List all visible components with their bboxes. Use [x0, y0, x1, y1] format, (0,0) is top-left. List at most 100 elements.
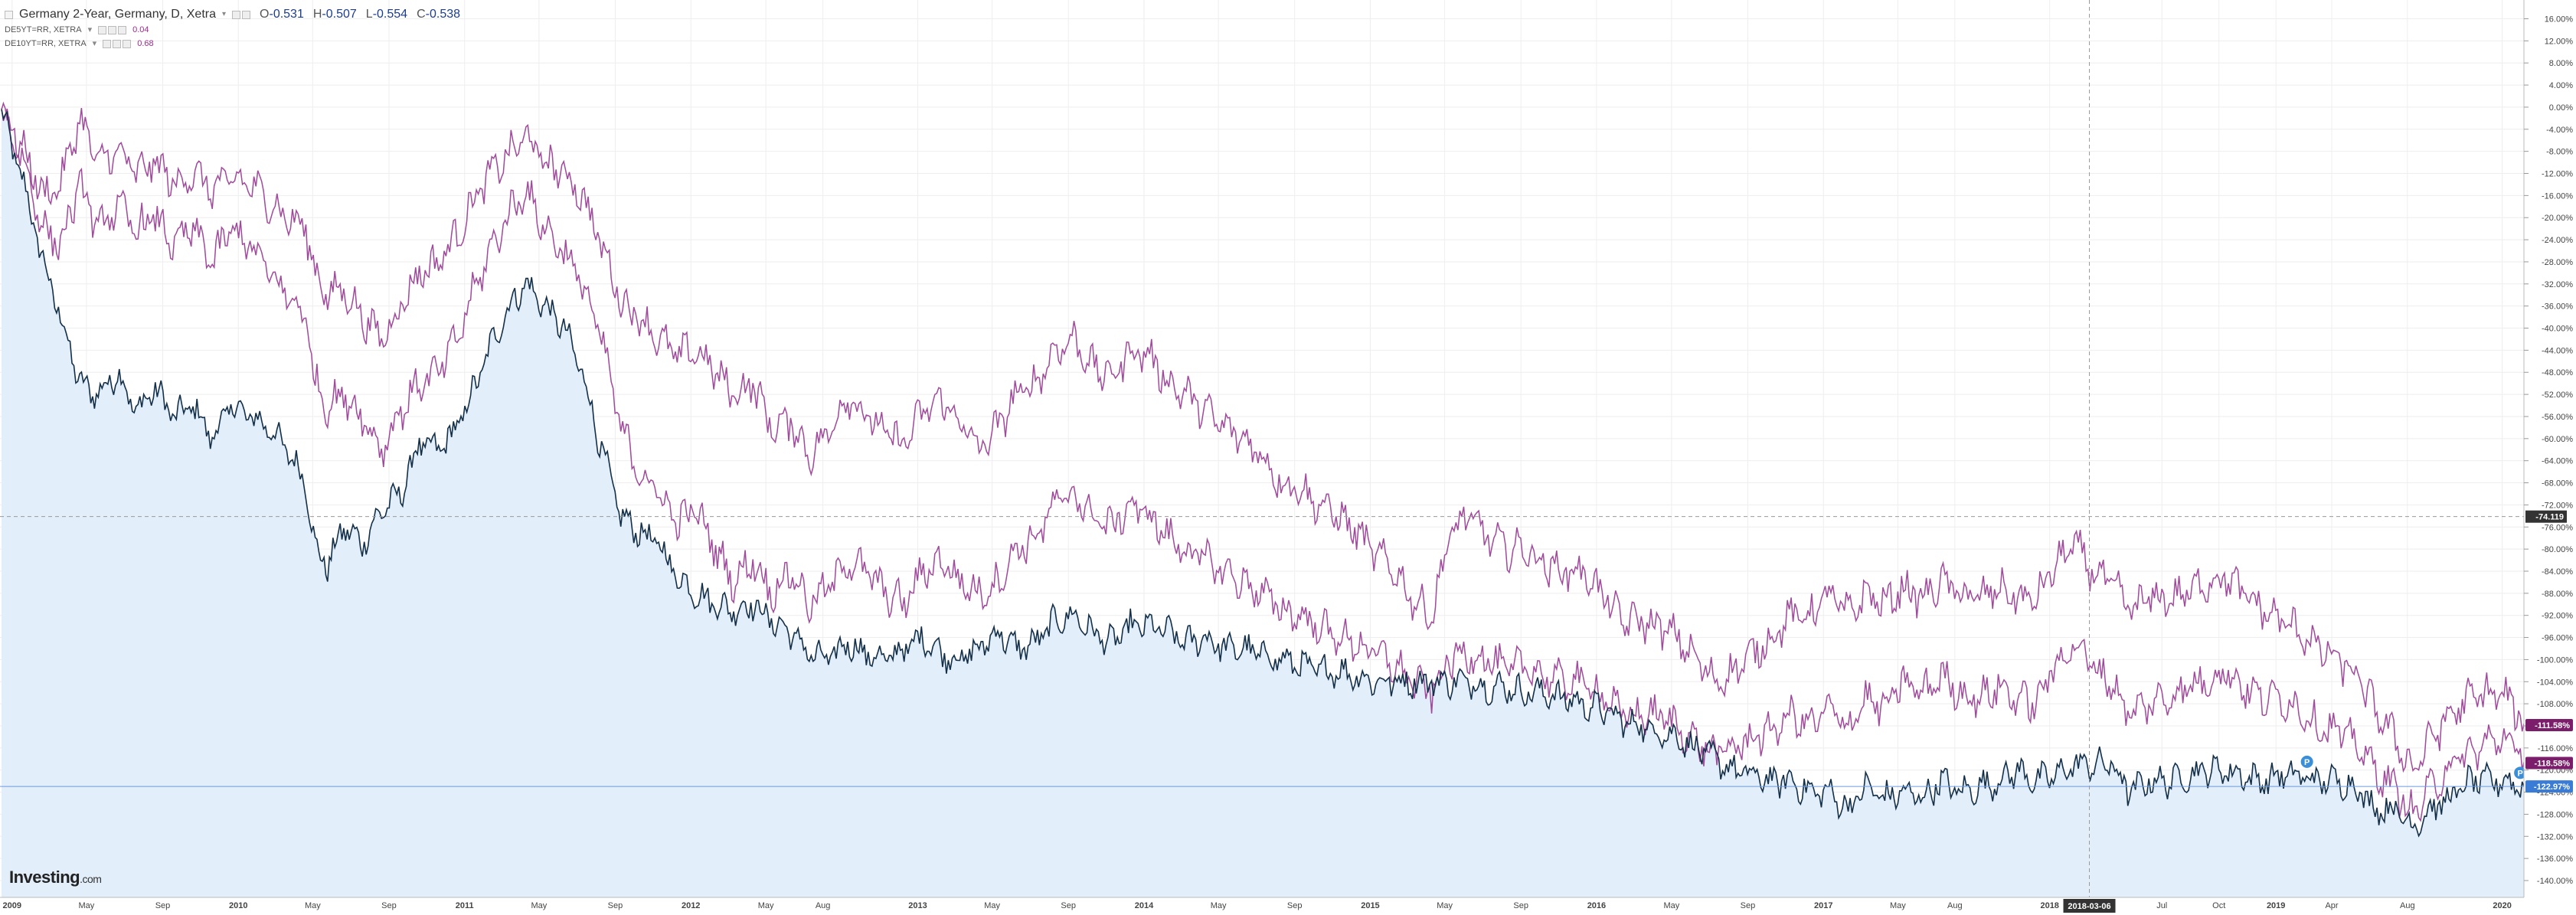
- y-tick-label: -104.00%: [2537, 678, 2573, 687]
- y-tick-label: -28.00%: [2542, 258, 2573, 267]
- x-tick-label: Aug: [1947, 901, 1963, 910]
- series-line-de10y[interactable]: [1, 101, 2525, 773]
- x-tick-label: 2013: [908, 901, 927, 910]
- chevron-down-icon[interactable]: ▾: [222, 10, 227, 18]
- y-tick-label: 12.00%: [2545, 37, 2574, 46]
- ohlc-l: L-0.554: [366, 8, 407, 21]
- y-tick-label: -84.00%: [2542, 567, 2573, 577]
- last-value-label-bg: [2525, 718, 2573, 731]
- x-tick-label: Sep: [381, 901, 397, 910]
- last-value-label: -111.58%: [2535, 721, 2570, 730]
- x-tick-label: May: [79, 901, 95, 910]
- y-tick-label: -32.00%: [2542, 280, 2573, 289]
- y-tick-label: -60.00%: [2542, 435, 2573, 444]
- ohlc-value: -0.554: [372, 8, 408, 21]
- legend-compare-row-1: DE5YT=RR, XETRA ▾ 0.04: [5, 23, 460, 37]
- x-tick-label: Sep: [1061, 901, 1076, 910]
- ohlc-values: O-0.531 H-0.507 L-0.554 C-0.538: [257, 6, 460, 23]
- gear-icon[interactable]: [242, 10, 251, 19]
- event-marker-icon[interactable]: [2514, 766, 2527, 779]
- ohlc-value: -0.538: [425, 8, 461, 21]
- legend-action-buttons[interactable]: [232, 10, 251, 19]
- y-tick-label: -128.00%: [2537, 810, 2573, 819]
- area-fill-main: [2, 109, 2524, 897]
- compare-value-de5y: 0.04: [132, 25, 149, 34]
- y-tick-label: 4.00%: [2549, 81, 2573, 90]
- y-tick-label: -80.00%: [2542, 545, 2573, 554]
- y-tick-label: -64.00%: [2542, 457, 2573, 466]
- x-tick-label: Sep: [1287, 901, 1303, 910]
- y-tick-label: -72.00%: [2542, 501, 2573, 510]
- event-marker-label[interactable]: P: [2304, 758, 2310, 767]
- y-tick-label: -16.00%: [2542, 191, 2573, 201]
- y-tick-label: -44.00%: [2542, 346, 2573, 355]
- eye-icon[interactable]: [103, 39, 112, 48]
- chevron-down-icon[interactable]: ▾: [87, 25, 93, 34]
- y-tick-label: 16.00%: [2545, 15, 2574, 25]
- last-value-label: -118.58%: [2535, 759, 2571, 768]
- ohlc-value: -0.531: [269, 8, 304, 21]
- x-axis-panel[interactable]: [0, 897, 2524, 915]
- y-tick-label: -20.00%: [2542, 214, 2573, 223]
- x-tick-label: Aug: [816, 901, 831, 910]
- y-tick-label: -24.00%: [2542, 236, 2573, 245]
- last-value-label-bg: [2525, 780, 2573, 793]
- compare-action-buttons-de10y[interactable]: [103, 39, 132, 48]
- series-line-germany-2y[interactable]: [1, 109, 2525, 838]
- investing-logo: Investing.com: [9, 868, 102, 887]
- x-tick-label: Sep: [1513, 901, 1528, 910]
- compare-name-de5y[interactable]: DE5YT=RR, XETRA: [5, 25, 82, 34]
- x-tick-label: 2020: [2493, 901, 2511, 910]
- x-tick-label: 2017: [1814, 901, 1832, 910]
- legend-main-row: Germany 2-Year, Germany, D, Xetra ▾ O-0.…: [5, 6, 460, 23]
- x-tick-label: 2019: [2267, 901, 2285, 910]
- ohlc-key: H: [312, 8, 322, 21]
- eye-icon[interactable]: [98, 25, 107, 34]
- close-icon[interactable]: [123, 39, 132, 48]
- crosshair-value-label-bg: [2525, 510, 2567, 523]
- last-value-label-bg: [2525, 757, 2573, 770]
- y-tick-label: -132.00%: [2537, 832, 2573, 841]
- ohlc-key: L: [365, 8, 373, 21]
- x-tick-label: Sep: [1741, 901, 1756, 910]
- legend-compare-row-2: DE10YT=RR, XETRA ▾ 0.68: [5, 37, 460, 51]
- last-value-label: -122.97%: [2534, 783, 2570, 792]
- ohlc-value: -0.507: [322, 8, 357, 21]
- y-tick-label: -88.00%: [2542, 590, 2573, 599]
- series-line-de5y[interactable]: [1, 108, 2525, 822]
- x-tick-label: 2010: [229, 901, 247, 910]
- y-tick-label: -56.00%: [2542, 413, 2573, 422]
- compare-name-de10y[interactable]: DE10YT=RR, XETRA: [5, 39, 87, 48]
- y-tick-label: -12.00%: [2542, 170, 2573, 179]
- y-tick-label: -96.00%: [2542, 634, 2573, 643]
- x-tick-label: May: [531, 901, 547, 910]
- x-tick-label: May: [758, 901, 774, 910]
- legend-main-title[interactable]: Germany 2-Year, Germany, D, Xetra: [19, 8, 216, 21]
- close-icon[interactable]: [118, 25, 127, 34]
- compare-action-buttons-de5y[interactable]: [98, 25, 127, 34]
- x-tick-label: Apr: [2325, 901, 2338, 910]
- x-tick-label: May: [1211, 901, 1227, 910]
- event-marker-icon[interactable]: [2300, 755, 2313, 768]
- x-tick-label: 2016: [1587, 901, 1606, 910]
- gear-icon[interactable]: [113, 39, 122, 48]
- event-marker-label[interactable]: P: [2517, 769, 2522, 778]
- x-tick-label: 2015: [1361, 901, 1379, 910]
- chevron-down-icon[interactable]: ▾: [92, 39, 97, 48]
- gear-icon[interactable]: [108, 25, 117, 34]
- x-tick-label: Jul: [2156, 901, 2167, 910]
- collapse-toggle-icon[interactable]: [5, 10, 13, 19]
- y-tick-label: -8.00%: [2546, 148, 2573, 157]
- x-tick-label: May: [984, 901, 1000, 910]
- y-tick-label: -4.00%: [2546, 126, 2573, 135]
- y-tick-label: 0.00%: [2549, 103, 2573, 113]
- x-tick-label: May: [305, 901, 321, 910]
- eye-icon[interactable]: [232, 10, 241, 19]
- x-tick-label: 2011: [456, 901, 474, 910]
- logo-suffix: .com: [80, 873, 102, 885]
- crosshair-value-label: -74.119: [2535, 513, 2564, 522]
- y-tick-label: -140.00%: [2537, 877, 2573, 886]
- x-tick-label: 2018: [2040, 901, 2058, 910]
